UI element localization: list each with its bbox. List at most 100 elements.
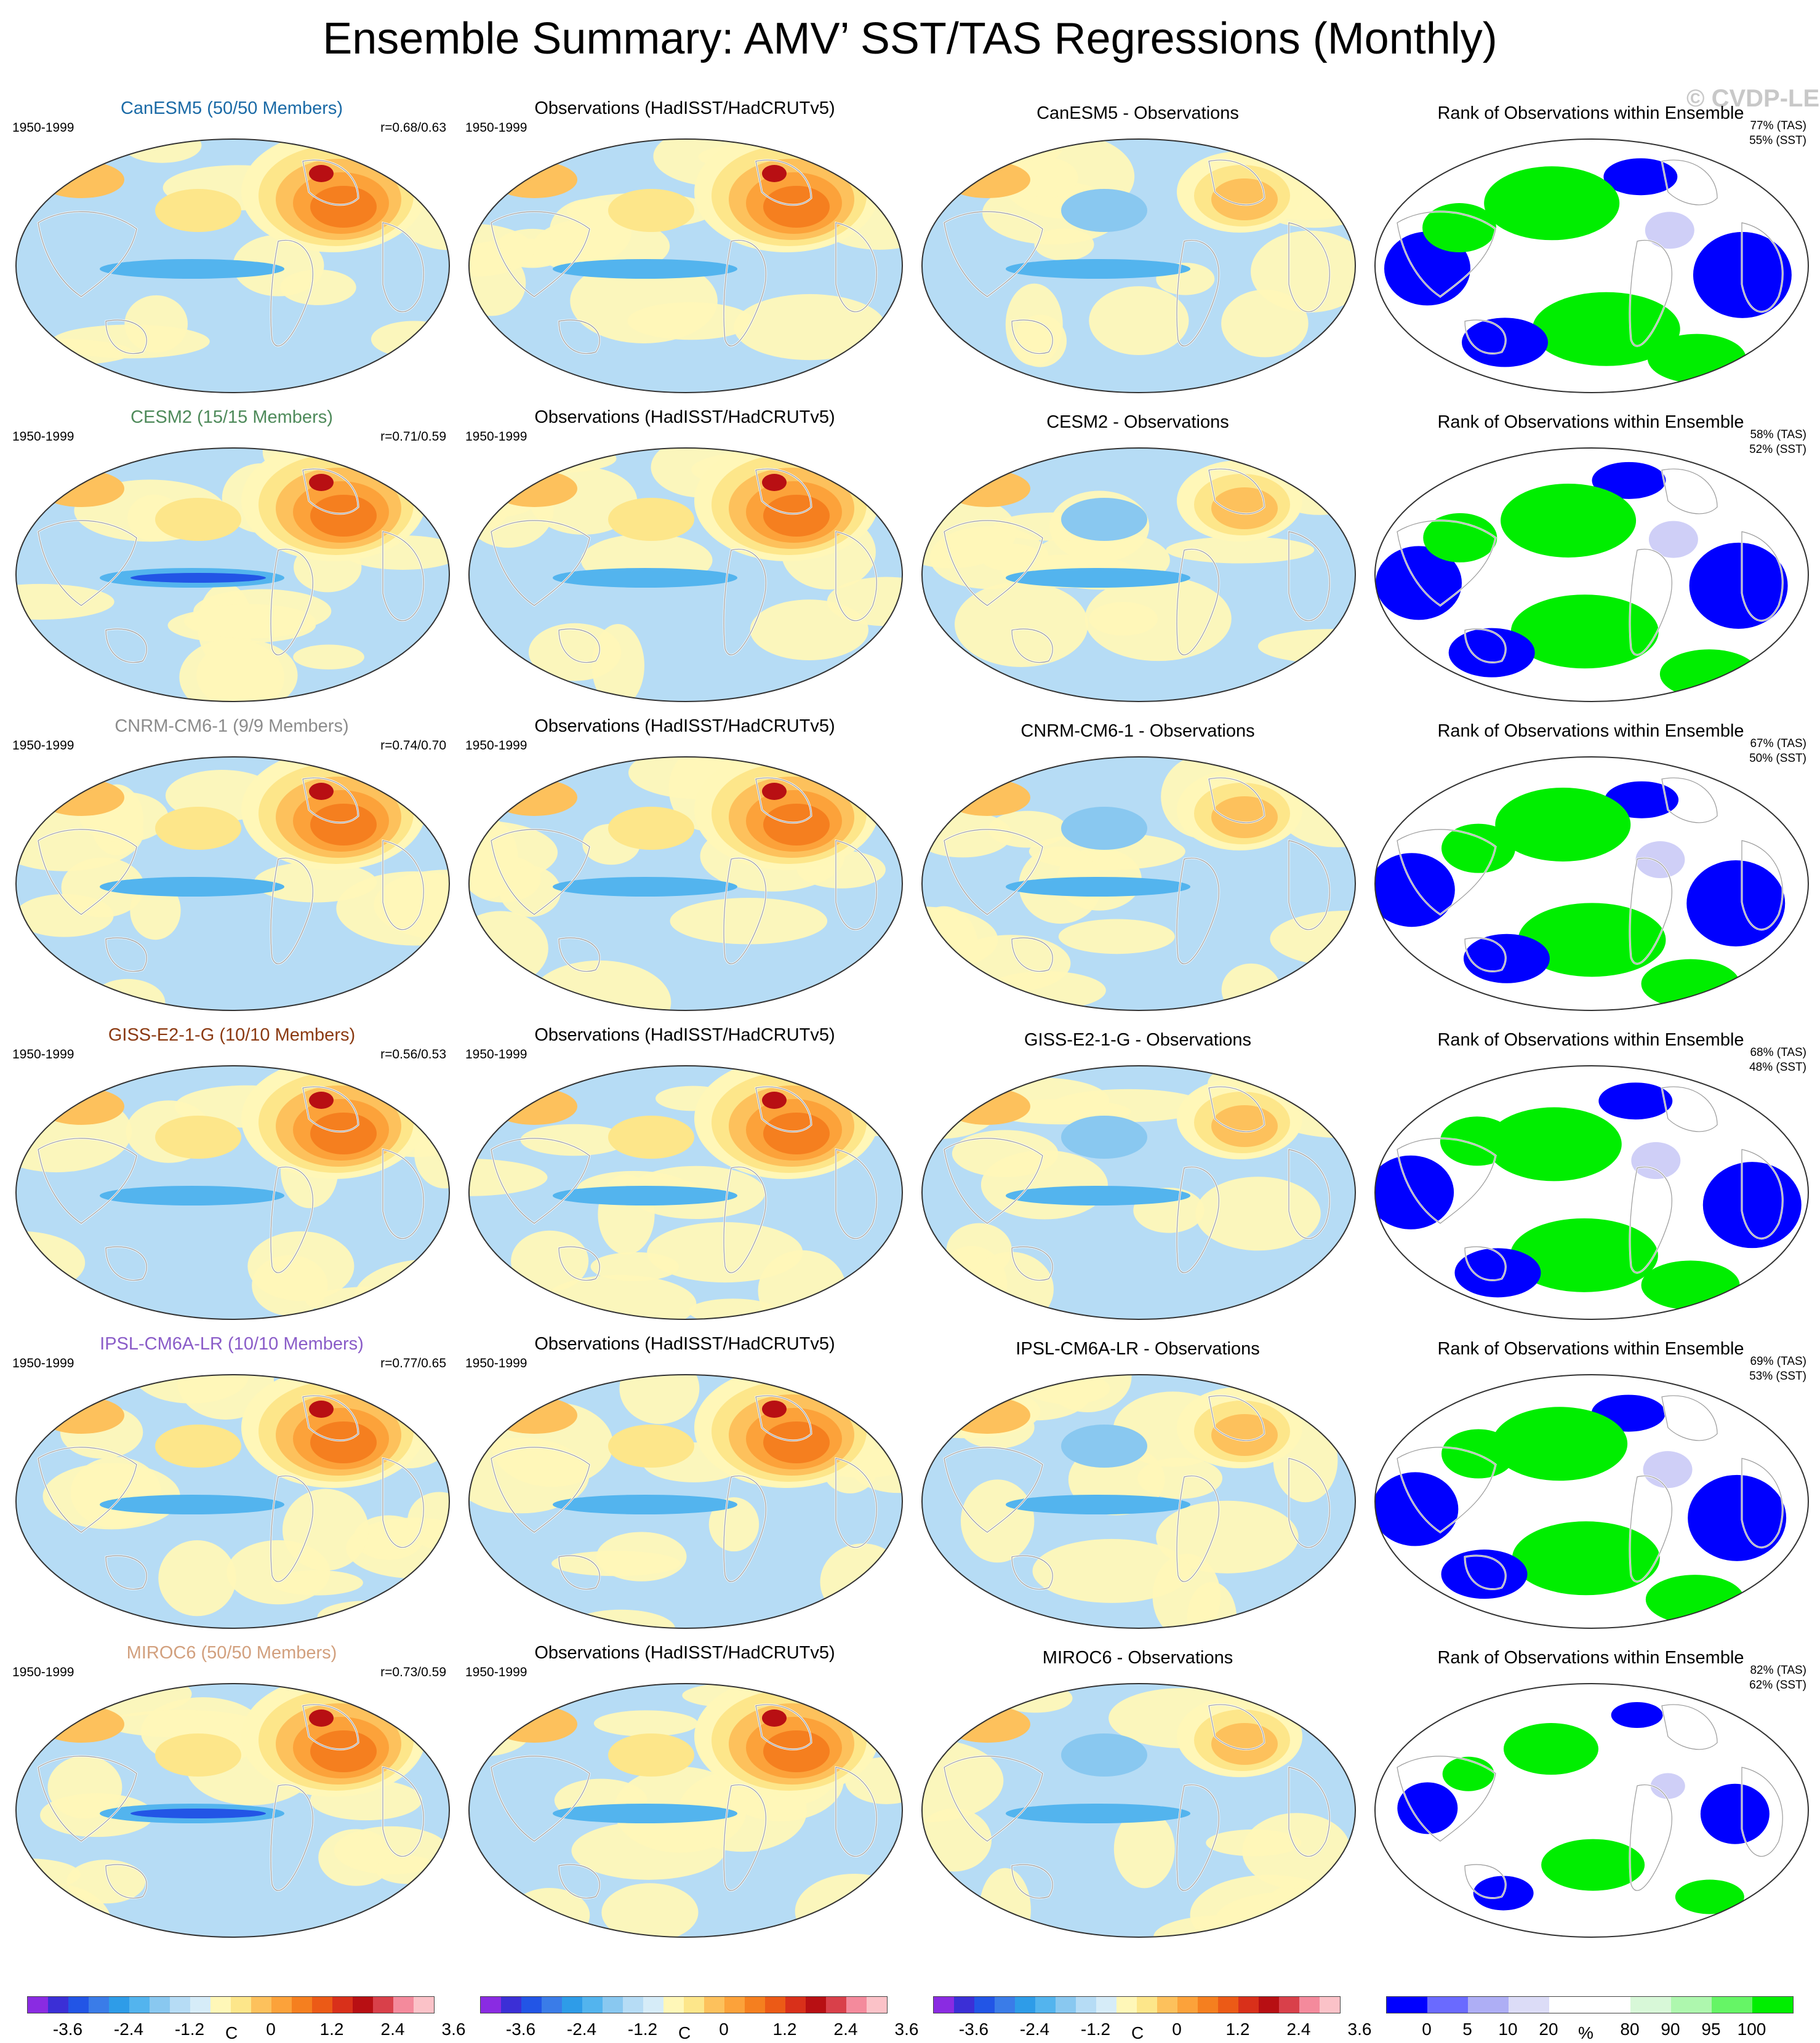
map-panel-obs: Observations (HadISST/HadCRUTv5) 1950-199… <box>462 1334 908 1642</box>
colorbar-swatch <box>89 1997 109 2013</box>
robinson-map <box>468 1374 903 1629</box>
panel-title: IPSL-CM6A-LR - Observations <box>1016 1339 1260 1359</box>
map-panel-rank: Rank of Observations within Ensemble 67% … <box>1368 716 1814 1024</box>
colorbar-tick-label: 80 <box>1620 2020 1640 2039</box>
colorbar-swatch <box>150 1997 170 2013</box>
colorbar-swatch <box>846 1997 867 2013</box>
colorbar-swatch <box>393 1997 414 2013</box>
pattern-correlation: r=0.77/0.65 <box>380 1356 446 1370</box>
colorbar-swatch <box>1177 1997 1198 2013</box>
rank-percent-tas: 77% (TAS) <box>1750 119 1806 132</box>
panel-title: GISS-E2-1-G - Observations <box>1024 1030 1252 1050</box>
colorbar-swatch <box>28 1997 48 2013</box>
colorbar-swatch <box>1590 1997 1630 2013</box>
pattern-correlation: r=0.74/0.70 <box>380 738 446 753</box>
colorbar-swatch <box>745 1997 765 2013</box>
rank-percent-tas: 69% (TAS) <box>1750 1355 1806 1368</box>
colorbar-swatch <box>1116 1997 1137 2013</box>
colorbar-tick-label: 20 <box>1539 2020 1558 2039</box>
colorbar-swatch <box>312 1997 332 2013</box>
map-panel-model: MIROC6 (50/50 Members) 1950-1999 r=0.73/0.… <box>9 1643 455 1951</box>
colorbar-swatch <box>1056 1997 1076 2013</box>
colorbar-tick-label: 0 <box>1172 2020 1182 2039</box>
colorbar-obs-swatches <box>480 1996 888 2013</box>
colorbar-swatch <box>251 1997 271 2013</box>
period-label: 1950-1999 <box>465 121 527 135</box>
robinson-map <box>15 138 450 393</box>
colorbar-swatch <box>1015 1997 1035 2013</box>
colorbar-swatch <box>1279 1997 1299 2013</box>
colorbar-swatch <box>643 1997 663 2013</box>
colorbar-swatch <box>1035 1997 1056 2013</box>
panel-title: Rank of Observations within Ensemble <box>1437 103 1744 123</box>
map-panel-diff: CanESM5 - Observations <box>915 98 1361 406</box>
panel-title: IPSL-CM6A-LR (10/10 Members) <box>100 1334 364 1354</box>
colorbar-swatch <box>1137 1997 1157 2013</box>
colorbar-obs-ticks: -3.6 -2.4 -1.2 0 1.2 2.4 3.6 <box>480 2020 919 2039</box>
colorbar-tick-label: 100 <box>1737 2020 1766 2039</box>
robinson-map <box>921 447 1356 702</box>
colorbar-swatch <box>1218 1997 1238 2013</box>
panel-title: CESM2 - Observations <box>1046 412 1229 432</box>
rank-percent-tas: 82% (TAS) <box>1750 1664 1806 1677</box>
map-panel-obs: Observations (HadISST/HadCRUTv5) 1950-199… <box>462 716 908 1024</box>
colorbar-diff-ticks: -3.6 -2.4 -1.2 0 1.2 2.4 3.6 <box>933 2020 1372 2039</box>
colorbar-swatch <box>1387 1997 1427 2013</box>
map-panel-diff: GISS-E2-1-G - Observations <box>915 1025 1361 1333</box>
map-panel-obs: Observations (HadISST/HadCRUTv5) 1950-199… <box>462 1025 908 1333</box>
colorbar-swatch <box>562 1997 582 2013</box>
map-panel-rank: Rank of Observations within Ensemble 68% … <box>1368 1025 1814 1333</box>
robinson-map <box>921 1374 1356 1629</box>
colorbar-swatch <box>1549 1997 1590 2013</box>
colorbar-tick-label: 2.4 <box>380 2020 405 2039</box>
map-panel-model: CESM2 (15/15 Members) 1950-1999 r=0.71/0.5… <box>9 407 455 715</box>
colorbar-swatch <box>414 1997 434 2013</box>
panel-title: Observations (HadISST/HadCRUTv5) <box>534 1643 835 1663</box>
colorbar-swatch <box>353 1997 373 2013</box>
map-panel-obs: Observations (HadISST/HadCRUTv5) 1950-199… <box>462 407 908 715</box>
map-panel-rank: Rank of Observations within Ensemble 77% … <box>1368 98 1814 406</box>
colorbar-swatch <box>1630 1997 1671 2013</box>
pattern-correlation: r=0.73/0.59 <box>380 1665 446 1679</box>
pattern-correlation: r=0.68/0.63 <box>380 121 446 135</box>
colorbar-swatch <box>1238 1997 1259 2013</box>
map-panel-diff: IPSL-CM6A-LR - Observations <box>915 1334 1361 1642</box>
panel-title: CanESM5 (50/50 Members) <box>120 98 343 118</box>
colorbar-swatch <box>1712 1997 1752 2013</box>
period-label: 1950-1999 <box>465 1047 527 1061</box>
colorbar-tick-label: 0 <box>1422 2020 1432 2039</box>
colorbar-tick-label: 90 <box>1661 2020 1680 2039</box>
colorbar-swatch <box>1427 1997 1468 2013</box>
rank-percent-sst: 62% (SST) <box>1749 1679 1806 1692</box>
figure-title: Ensemble Summary: AMV’ SST/TAS Regressio… <box>323 14 1497 63</box>
rank-percent-tas: 58% (TAS) <box>1750 428 1806 441</box>
robinson-map <box>468 1683 903 1938</box>
colorbar-tick-label: 95 <box>1701 2020 1721 2039</box>
map-panel-model: CanESM5 (50/50 Members) 1950-1999 r=0.68/0… <box>9 98 455 406</box>
panel-title: Observations (HadISST/HadCRUTv5) <box>534 716 835 736</box>
colorbar-swatch <box>1671 1997 1712 2013</box>
colorbar-swatch <box>1076 1997 1096 2013</box>
robinson-map <box>921 1065 1356 1320</box>
colorbar-swatch <box>954 1997 974 2013</box>
map-panel-model: CNRM-CM6-1 (9/9 Members) 1950-1999 r=0.74/… <box>9 716 455 1024</box>
pattern-correlation: r=0.71/0.59 <box>380 430 446 444</box>
colorbar-swatch <box>1096 1997 1116 2013</box>
panel-title: Observations (HadISST/HadCRUTv5) <box>534 98 835 118</box>
colorbar-swatch <box>867 1997 887 2013</box>
colorbar-swatch <box>48 1997 68 2013</box>
colorbar-swatch <box>724 1997 745 2013</box>
colorbar-swatch <box>974 1997 995 2013</box>
period-label: 1950-1999 <box>465 430 527 444</box>
colorbar-swatch <box>1752 1997 1793 2013</box>
colorbar-tick-label: -1.2 <box>627 2020 658 2039</box>
panel-title: Observations (HadISST/HadCRUTv5) <box>534 407 835 427</box>
period-label: 1950-1999 <box>12 430 74 444</box>
robinson-map <box>1374 1374 1809 1629</box>
map-panel-rank: Rank of Observations within Ensemble 69% … <box>1368 1334 1814 1642</box>
colorbar-tick-label: 3.6 <box>1347 2020 1372 2039</box>
colorbar-swatch <box>481 1997 501 2013</box>
colorbar-tick-label: -2.4 <box>1019 2020 1050 2039</box>
colorbar-swatch <box>332 1997 353 2013</box>
colorbar-tick-label: -3.6 <box>505 2020 536 2039</box>
